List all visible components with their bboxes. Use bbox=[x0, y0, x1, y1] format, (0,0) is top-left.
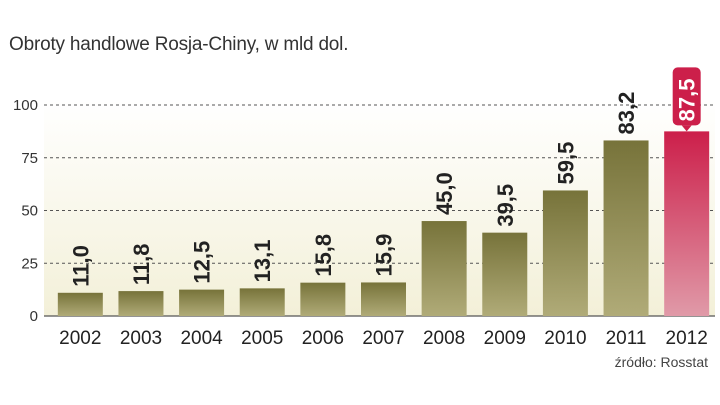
chart-title: Obroty handlowe Rosja-Chiny, w mld dol. bbox=[9, 34, 349, 55]
value-label: 13,1 bbox=[250, 240, 275, 283]
bar-2011 bbox=[603, 140, 649, 316]
x-tick-label: 2012 bbox=[666, 328, 708, 349]
x-tick-label: 2008 bbox=[423, 328, 465, 349]
highlight-label-pointer bbox=[681, 125, 692, 132]
bar-2004 bbox=[179, 289, 225, 316]
y-tick-label: 100 bbox=[13, 97, 38, 114]
bar-2012 bbox=[664, 131, 710, 316]
y-tick-label: 0 bbox=[30, 308, 38, 325]
x-tick-label: 2009 bbox=[484, 328, 526, 349]
x-tick-label: 2003 bbox=[120, 328, 162, 349]
x-tick-label: 2006 bbox=[302, 328, 344, 349]
y-tick-label: 25 bbox=[21, 255, 38, 272]
source-note: źródło: Rosstat bbox=[614, 354, 708, 370]
value-label: 12,5 bbox=[190, 241, 215, 284]
x-tick-label: 2011 bbox=[606, 328, 647, 349]
bar-2002 bbox=[57, 292, 103, 316]
plot-background bbox=[44, 100, 715, 316]
value-label: 59,5 bbox=[553, 142, 578, 185]
y-tick-label: 75 bbox=[21, 150, 38, 167]
bar-2008 bbox=[421, 221, 467, 316]
value-label: 39,5 bbox=[493, 184, 518, 227]
value-label: 11,8 bbox=[129, 243, 154, 285]
x-tick-label: 2004 bbox=[180, 328, 223, 349]
value-label: 83,2 bbox=[614, 92, 639, 135]
bar-2006 bbox=[300, 282, 346, 316]
bar-2003 bbox=[118, 291, 164, 316]
x-tick-label: 2005 bbox=[241, 328, 283, 349]
value-label: 11,0 bbox=[68, 245, 93, 287]
y-tick-label: 50 bbox=[21, 203, 38, 220]
value-label: 15,8 bbox=[311, 234, 336, 277]
bar-2010 bbox=[542, 190, 588, 316]
value-label: 87,5 bbox=[675, 79, 700, 122]
x-tick-label: 2007 bbox=[362, 328, 404, 349]
value-label: 15,9 bbox=[372, 234, 397, 277]
x-tick-label: 2010 bbox=[544, 328, 586, 349]
bar-2005 bbox=[239, 288, 285, 316]
value-label: 45,0 bbox=[432, 172, 457, 215]
bar-2007 bbox=[361, 282, 406, 316]
x-tick-label: 2002 bbox=[59, 328, 101, 349]
bar-2009 bbox=[482, 232, 528, 316]
highlight-label-badge bbox=[672, 67, 701, 126]
